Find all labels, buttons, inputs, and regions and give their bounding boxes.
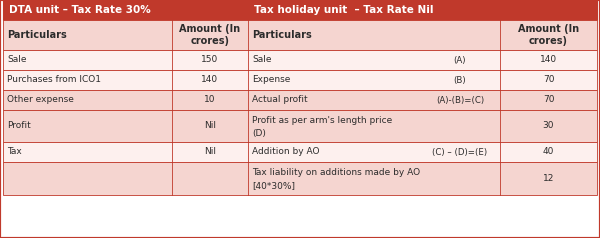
- Text: Purchases from ICO1: Purchases from ICO1: [7, 75, 101, 84]
- Text: Addition by AO: Addition by AO: [252, 148, 320, 157]
- Text: Particulars: Particulars: [7, 30, 67, 40]
- Text: Amount (In
crores): Amount (In crores): [179, 24, 241, 46]
- Text: (C) – (D)=(E): (C) – (D)=(E): [433, 148, 488, 157]
- Text: 140: 140: [540, 55, 557, 64]
- Text: Other expense: Other expense: [7, 95, 74, 104]
- Text: DTA unit – Tax Rate 30%: DTA unit – Tax Rate 30%: [9, 5, 151, 15]
- Text: Profit: Profit: [7, 122, 31, 130]
- Text: Amount (In
crores): Amount (In crores): [518, 24, 579, 46]
- Text: Tax liability on additions made by AO: Tax liability on additions made by AO: [252, 168, 420, 177]
- Text: (D): (D): [252, 129, 266, 138]
- Text: Actual profit: Actual profit: [252, 95, 308, 104]
- Bar: [3, 50, 597, 70]
- Text: 140: 140: [202, 75, 218, 84]
- Text: 70: 70: [543, 95, 554, 104]
- Text: 10: 10: [204, 95, 216, 104]
- Text: Tax holiday unit  – Tax Rate Nil: Tax holiday unit – Tax Rate Nil: [254, 5, 433, 15]
- Text: (A)-(B)=(C): (A)-(B)=(C): [436, 95, 484, 104]
- Bar: [3, 162, 597, 195]
- Text: Profit as per arm's length price: Profit as per arm's length price: [252, 116, 392, 125]
- Text: Sale: Sale: [252, 55, 271, 64]
- Bar: [3, 90, 597, 110]
- Text: Nil: Nil: [204, 148, 216, 157]
- Text: (A): (A): [454, 55, 466, 64]
- Bar: [3, 142, 597, 162]
- Text: 70: 70: [543, 75, 554, 84]
- Bar: [248, 0, 597, 20]
- Bar: [3, 0, 248, 20]
- Text: 150: 150: [202, 55, 218, 64]
- Bar: [3, 110, 597, 142]
- Text: 40: 40: [543, 148, 554, 157]
- Bar: [3, 70, 597, 90]
- Text: 30: 30: [543, 122, 554, 130]
- Text: Particulars: Particulars: [252, 30, 312, 40]
- Bar: [3, 20, 597, 50]
- Text: Nil: Nil: [204, 122, 216, 130]
- Text: (B): (B): [454, 75, 466, 84]
- Text: [40*30%]: [40*30%]: [252, 181, 295, 190]
- Text: 12: 12: [543, 174, 554, 183]
- Text: Sale: Sale: [7, 55, 26, 64]
- Text: Expense: Expense: [252, 75, 290, 84]
- Text: Tax: Tax: [7, 148, 22, 157]
